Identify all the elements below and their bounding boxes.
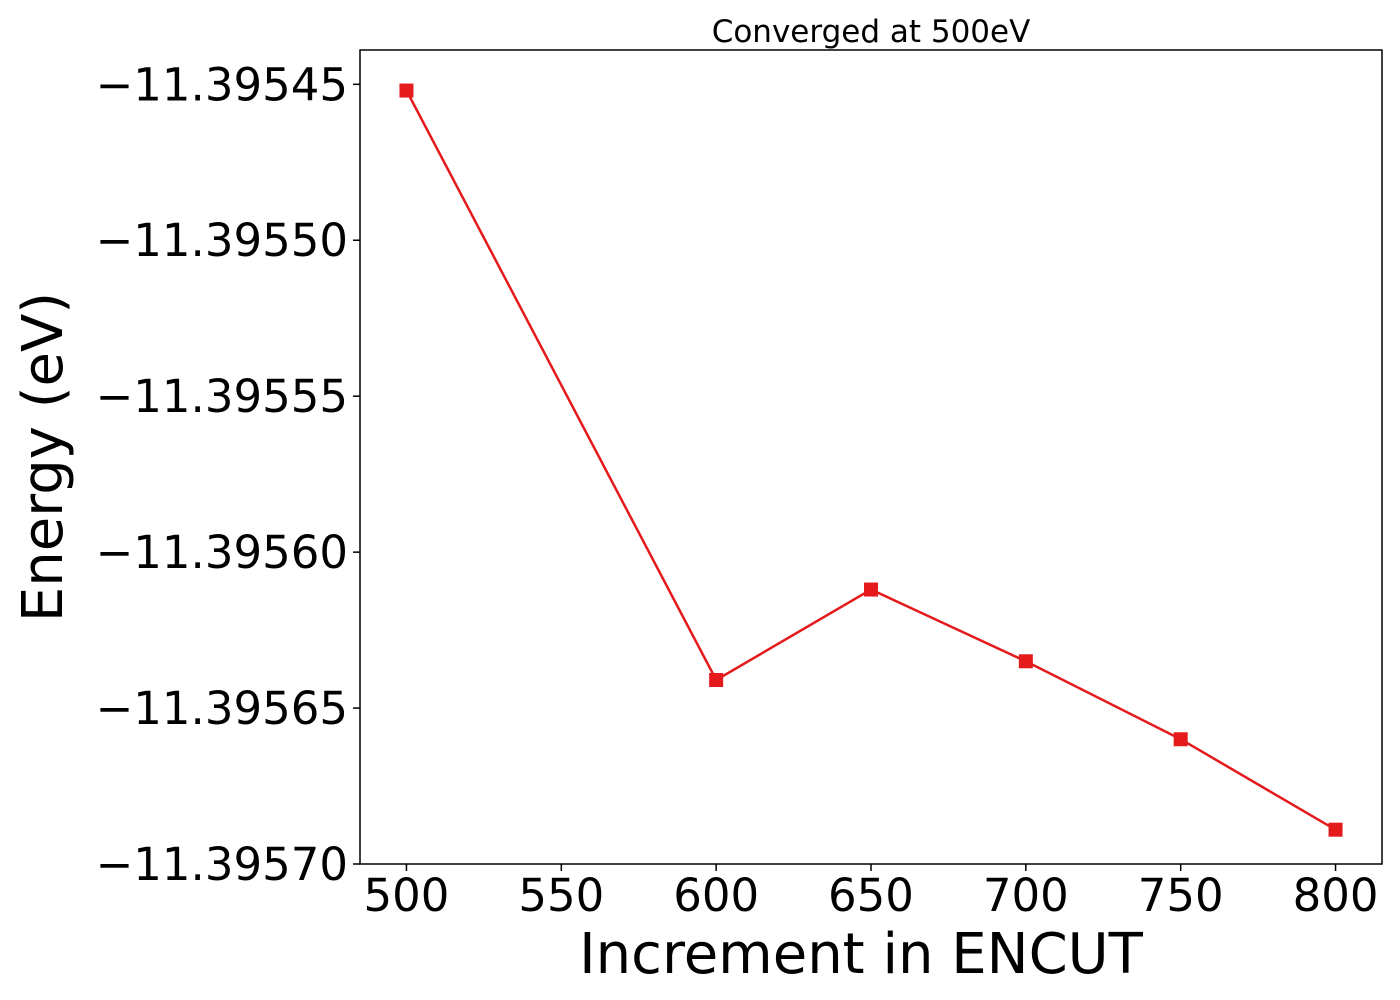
x-axis-label: Increment in ENCUT xyxy=(579,922,1144,987)
data-point-marker xyxy=(864,582,878,597)
y-tick-label: −11.39550 xyxy=(96,214,348,267)
x-tick-label: 800 xyxy=(1293,869,1379,922)
x-tick-label: 550 xyxy=(518,869,604,922)
x-tick-label: 700 xyxy=(983,869,1069,922)
data-point-marker xyxy=(1018,654,1033,669)
plot-area-frame xyxy=(359,49,1383,865)
x-tick-label: 650 xyxy=(828,869,914,922)
data-point-marker xyxy=(1173,732,1188,747)
series-layer xyxy=(399,83,1343,837)
x-tick-label: 750 xyxy=(1138,869,1224,922)
y-tick-label: −11.39560 xyxy=(96,526,348,579)
x-tick-label: 500 xyxy=(364,869,450,922)
y-tick-label: −11.39555 xyxy=(96,370,348,423)
y-tick-label: −11.39565 xyxy=(96,682,348,735)
y-axis: −11.39545 −11.39550 −11.39555 −11.39560 −11.… xyxy=(96,58,360,891)
x-axis: 500 550 600 650 700 750 800 xyxy=(364,864,1379,922)
y-tick-label: −11.39570 xyxy=(96,838,348,891)
x-tick-label: 600 xyxy=(673,869,759,922)
series-line xyxy=(405,89,1337,831)
y-tick-label: −11.39545 xyxy=(96,58,348,111)
chart-title: Converged at 500eV xyxy=(712,14,1031,50)
data-point-marker xyxy=(399,83,414,98)
data-point-marker xyxy=(709,672,724,687)
y-axis-label: Energy (eV) xyxy=(11,292,76,622)
data-point-marker xyxy=(1328,822,1343,837)
